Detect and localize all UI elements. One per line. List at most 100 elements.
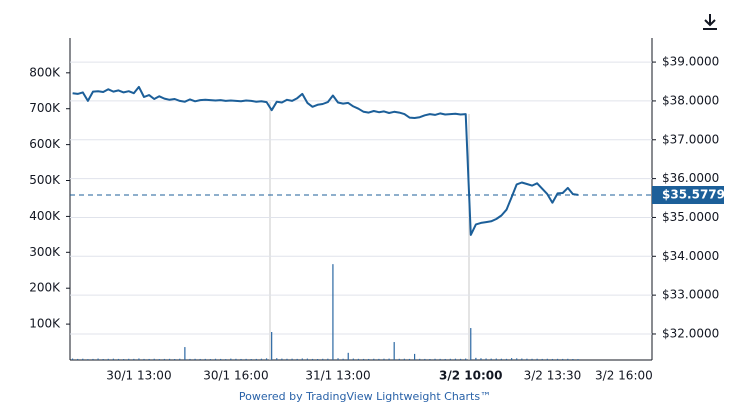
volume-bar bbox=[495, 358, 497, 360]
volume-bar bbox=[265, 358, 268, 360]
volume-bar bbox=[97, 358, 99, 360]
volume-bar bbox=[429, 358, 431, 360]
volume-bar bbox=[209, 359, 211, 360]
volume-bar bbox=[444, 358, 446, 360]
volume-bar bbox=[271, 332, 273, 360]
volume-bar bbox=[347, 352, 349, 360]
volume-bar bbox=[511, 358, 513, 360]
y-tick-label: 500K bbox=[29, 173, 61, 187]
volume-bar bbox=[189, 358, 191, 360]
y2-tick-label: $38.0000 bbox=[662, 93, 719, 107]
volume-bar bbox=[194, 358, 196, 360]
y-tick-label: 300K bbox=[29, 245, 61, 259]
volume-bar bbox=[434, 358, 436, 360]
volume-bar bbox=[383, 358, 385, 360]
x-tick-label: 31/1 13:00 bbox=[305, 369, 370, 383]
y2-tick-label: $35.0000 bbox=[662, 210, 719, 224]
x-tick-label: 3/2 10:00 bbox=[439, 369, 502, 383]
volume-bar bbox=[459, 358, 462, 360]
x-tick-label: 3/2 16:00 bbox=[595, 369, 653, 383]
volume-bar bbox=[245, 358, 247, 360]
volume-bar bbox=[71, 358, 74, 360]
download-button[interactable] bbox=[703, 14, 717, 30]
volume-bar bbox=[317, 358, 319, 360]
volume-bar bbox=[77, 358, 79, 360]
volume-bar bbox=[158, 359, 160, 360]
volume-bar bbox=[128, 358, 130, 360]
y-tick-label: 400K bbox=[29, 209, 61, 223]
volume-bar bbox=[357, 358, 360, 360]
volume-bar bbox=[485, 358, 487, 360]
volume-bar bbox=[368, 358, 370, 360]
y-tick-label: 600K bbox=[29, 137, 61, 151]
volume-bar bbox=[276, 358, 278, 360]
volume-bar bbox=[572, 358, 574, 360]
volume-bar bbox=[352, 358, 354, 360]
volume-bar bbox=[138, 358, 140, 360]
volume-bar bbox=[250, 359, 252, 360]
volume-bar bbox=[102, 358, 104, 360]
download-icon[interactable] bbox=[703, 14, 717, 30]
volume-bar bbox=[393, 342, 395, 360]
volume-bar bbox=[342, 358, 344, 360]
volume-bar bbox=[92, 358, 94, 360]
volume-bar bbox=[378, 358, 380, 360]
volume-bar bbox=[505, 358, 508, 360]
x-tick-label: 30/1 13:00 bbox=[106, 369, 171, 383]
attribution-link[interactable]: Powered by TradingView Lightweight Chart… bbox=[239, 390, 491, 403]
volume-bar bbox=[531, 358, 533, 360]
volume-bar bbox=[475, 357, 477, 360]
volume-bar bbox=[199, 358, 201, 360]
volume-bar bbox=[296, 358, 298, 360]
volume-bar bbox=[327, 358, 329, 360]
volume-bar bbox=[286, 358, 288, 360]
y2-tick-label: $36.0000 bbox=[662, 171, 719, 185]
y-tick-label: 200K bbox=[29, 281, 61, 295]
price-line bbox=[72, 85, 579, 236]
x-tick-label: 3/2 13:30 bbox=[524, 369, 582, 383]
volume-bar bbox=[424, 358, 426, 360]
volume-bar bbox=[82, 358, 84, 360]
volume-bar bbox=[373, 358, 375, 360]
volume-bar bbox=[521, 358, 523, 360]
volume-bar bbox=[546, 358, 548, 360]
volume-bar bbox=[184, 347, 186, 360]
volume-bar bbox=[414, 353, 416, 360]
y2-tick-label: $37.0000 bbox=[662, 132, 719, 146]
volume-bar bbox=[567, 358, 569, 360]
volume-bar bbox=[168, 358, 171, 360]
volume-bar bbox=[174, 358, 176, 360]
volume-bar bbox=[480, 358, 482, 360]
volume-bar bbox=[214, 358, 217, 360]
volume-bar bbox=[204, 358, 206, 360]
volume-bar bbox=[179, 358, 181, 360]
volume-bar bbox=[163, 358, 166, 360]
volume-bar bbox=[260, 358, 263, 360]
volume-bar bbox=[398, 358, 400, 360]
volume-bar bbox=[281, 358, 283, 360]
volume-bar bbox=[291, 358, 293, 360]
volume-bar bbox=[408, 358, 411, 360]
volume-bar bbox=[388, 358, 390, 360]
volume-bar bbox=[301, 358, 303, 360]
volume-bar bbox=[516, 358, 518, 360]
volume-bar bbox=[153, 358, 155, 360]
last-price-badge bbox=[652, 186, 724, 205]
volume-bar bbox=[470, 328, 472, 360]
volume-bar bbox=[133, 358, 135, 360]
y-tick-label: 100K bbox=[29, 317, 61, 331]
y-tick-label: 800K bbox=[29, 65, 61, 79]
volume-bar bbox=[332, 264, 334, 360]
y2-tick-label: $39.0000 bbox=[662, 55, 719, 69]
volume-bar bbox=[143, 358, 145, 360]
volume-bar bbox=[337, 358, 339, 360]
volume-bar bbox=[235, 358, 237, 360]
volume-bar bbox=[322, 358, 324, 360]
y2-tick-label: $33.0000 bbox=[662, 288, 719, 302]
volume-bar bbox=[117, 358, 120, 360]
last-price-label: $35.5779 bbox=[662, 188, 725, 202]
volume-bar bbox=[556, 358, 559, 360]
y2-tick-label: $32.0000 bbox=[662, 326, 719, 340]
